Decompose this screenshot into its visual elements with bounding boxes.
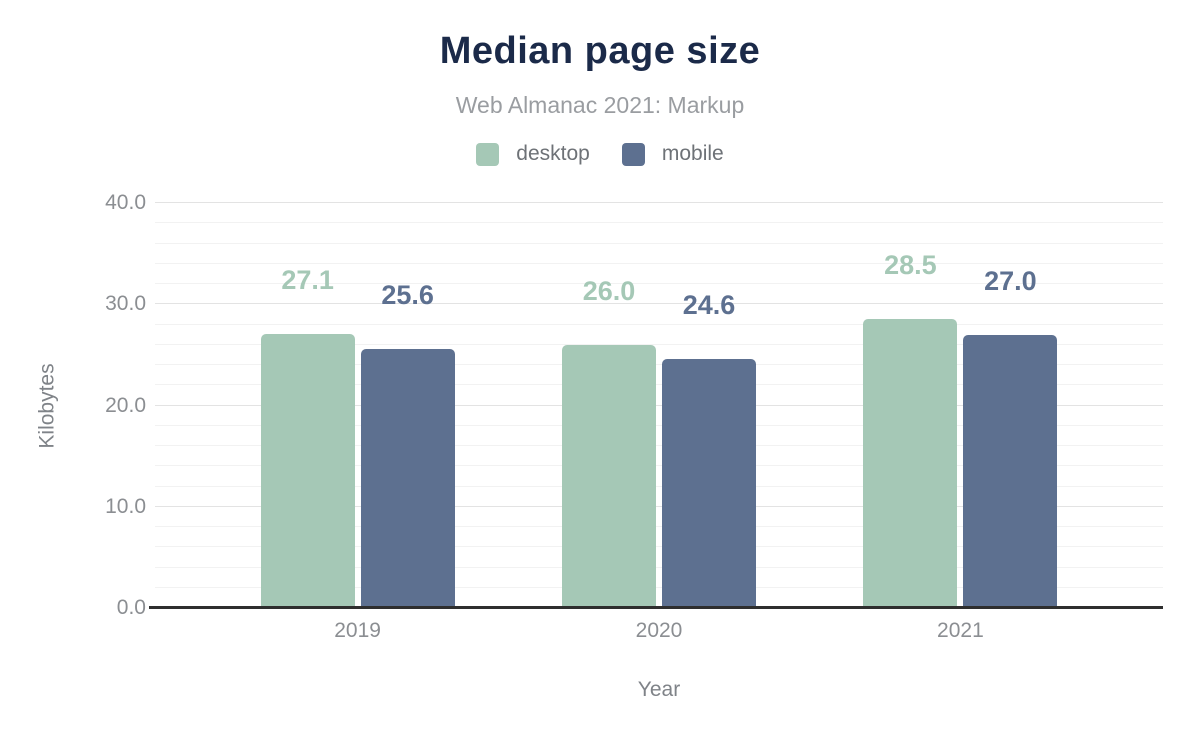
value-label-mobile-2019: 25.6 <box>381 279 434 310</box>
chart-subtitle: Web Almanac 2021: Markup <box>455 92 745 118</box>
minor-gridline <box>155 384 1163 386</box>
value-label-desktop-2019: 27.1 <box>281 264 334 295</box>
bar-mobile-2020 <box>662 358 756 608</box>
major-gridline <box>155 303 1163 305</box>
minor-gridline <box>155 323 1163 325</box>
minor-gridline <box>155 465 1163 467</box>
minor-gridline <box>155 526 1163 527</box>
bar-desktop-2021 <box>863 319 958 608</box>
y-tick-label: 0.0 <box>116 596 146 619</box>
y-tick-label: 10.0 <box>105 494 146 518</box>
legend-label-desktop: desktop <box>516 142 590 165</box>
mobile-series-swatch <box>621 142 645 166</box>
major-gridline <box>155 404 1163 406</box>
y-axis-title-wrap: Kilobytes <box>28 203 68 608</box>
x-tick-label-2019: 2019 <box>334 619 381 642</box>
minor-gridline <box>155 222 1163 224</box>
minor-gridline <box>155 445 1163 446</box>
minor-gridline <box>155 364 1163 365</box>
x-axis-line <box>149 606 1163 609</box>
minor-gridline <box>155 546 1163 548</box>
minor-gridline <box>155 242 1163 244</box>
major-gridline <box>155 202 1163 203</box>
minor-gridline <box>155 424 1163 426</box>
value-label-desktop-2021: 28.5 <box>884 250 937 281</box>
value-label-mobile-2021: 27.0 <box>984 265 1037 296</box>
desktop-series-swatch <box>476 142 500 166</box>
chart-title: Median page size <box>439 30 761 72</box>
value-label-desktop-2020: 26.0 <box>582 275 636 306</box>
minor-gridline <box>155 262 1163 264</box>
legend-label-mobile: mobile <box>661 142 724 165</box>
legend-item-mobile: mobile <box>621 142 724 166</box>
y-axis-ticks: 0.0 10.0 20.0 30.0 40.0 <box>0 191 146 619</box>
legend: desktop mobile <box>0 142 1200 166</box>
plot-area: 2019 27.1 25.6 2020 26.0 24.6 2021 28.5 27.0 <box>149 202 1163 642</box>
y-tick-label: 20.0 <box>105 393 146 417</box>
minor-gridline <box>155 566 1163 568</box>
value-label-mobile-2020: 24.6 <box>682 289 736 320</box>
y-tick-label: 30.0 <box>105 292 146 316</box>
x-tick-label-2021: 2021 <box>937 619 984 642</box>
y-axis-title: Kilobytes <box>36 362 59 449</box>
y-tick-label: 40.0 <box>105 191 146 214</box>
legend-item-desktop: desktop <box>476 142 590 166</box>
bar-desktop-2020 <box>562 344 656 608</box>
minor-gridline <box>155 485 1163 487</box>
minor-gridline <box>155 343 1163 345</box>
minor-gridline <box>155 586 1163 588</box>
x-axis-title: Year <box>637 678 681 701</box>
bar-mobile-2021 <box>963 334 1058 608</box>
bar-desktop-2019 <box>260 333 355 608</box>
x-tick-label-2020: 2020 <box>635 619 683 642</box>
bar-mobile-2019 <box>360 348 455 608</box>
minor-gridline <box>155 283 1163 284</box>
major-gridline <box>155 505 1163 507</box>
